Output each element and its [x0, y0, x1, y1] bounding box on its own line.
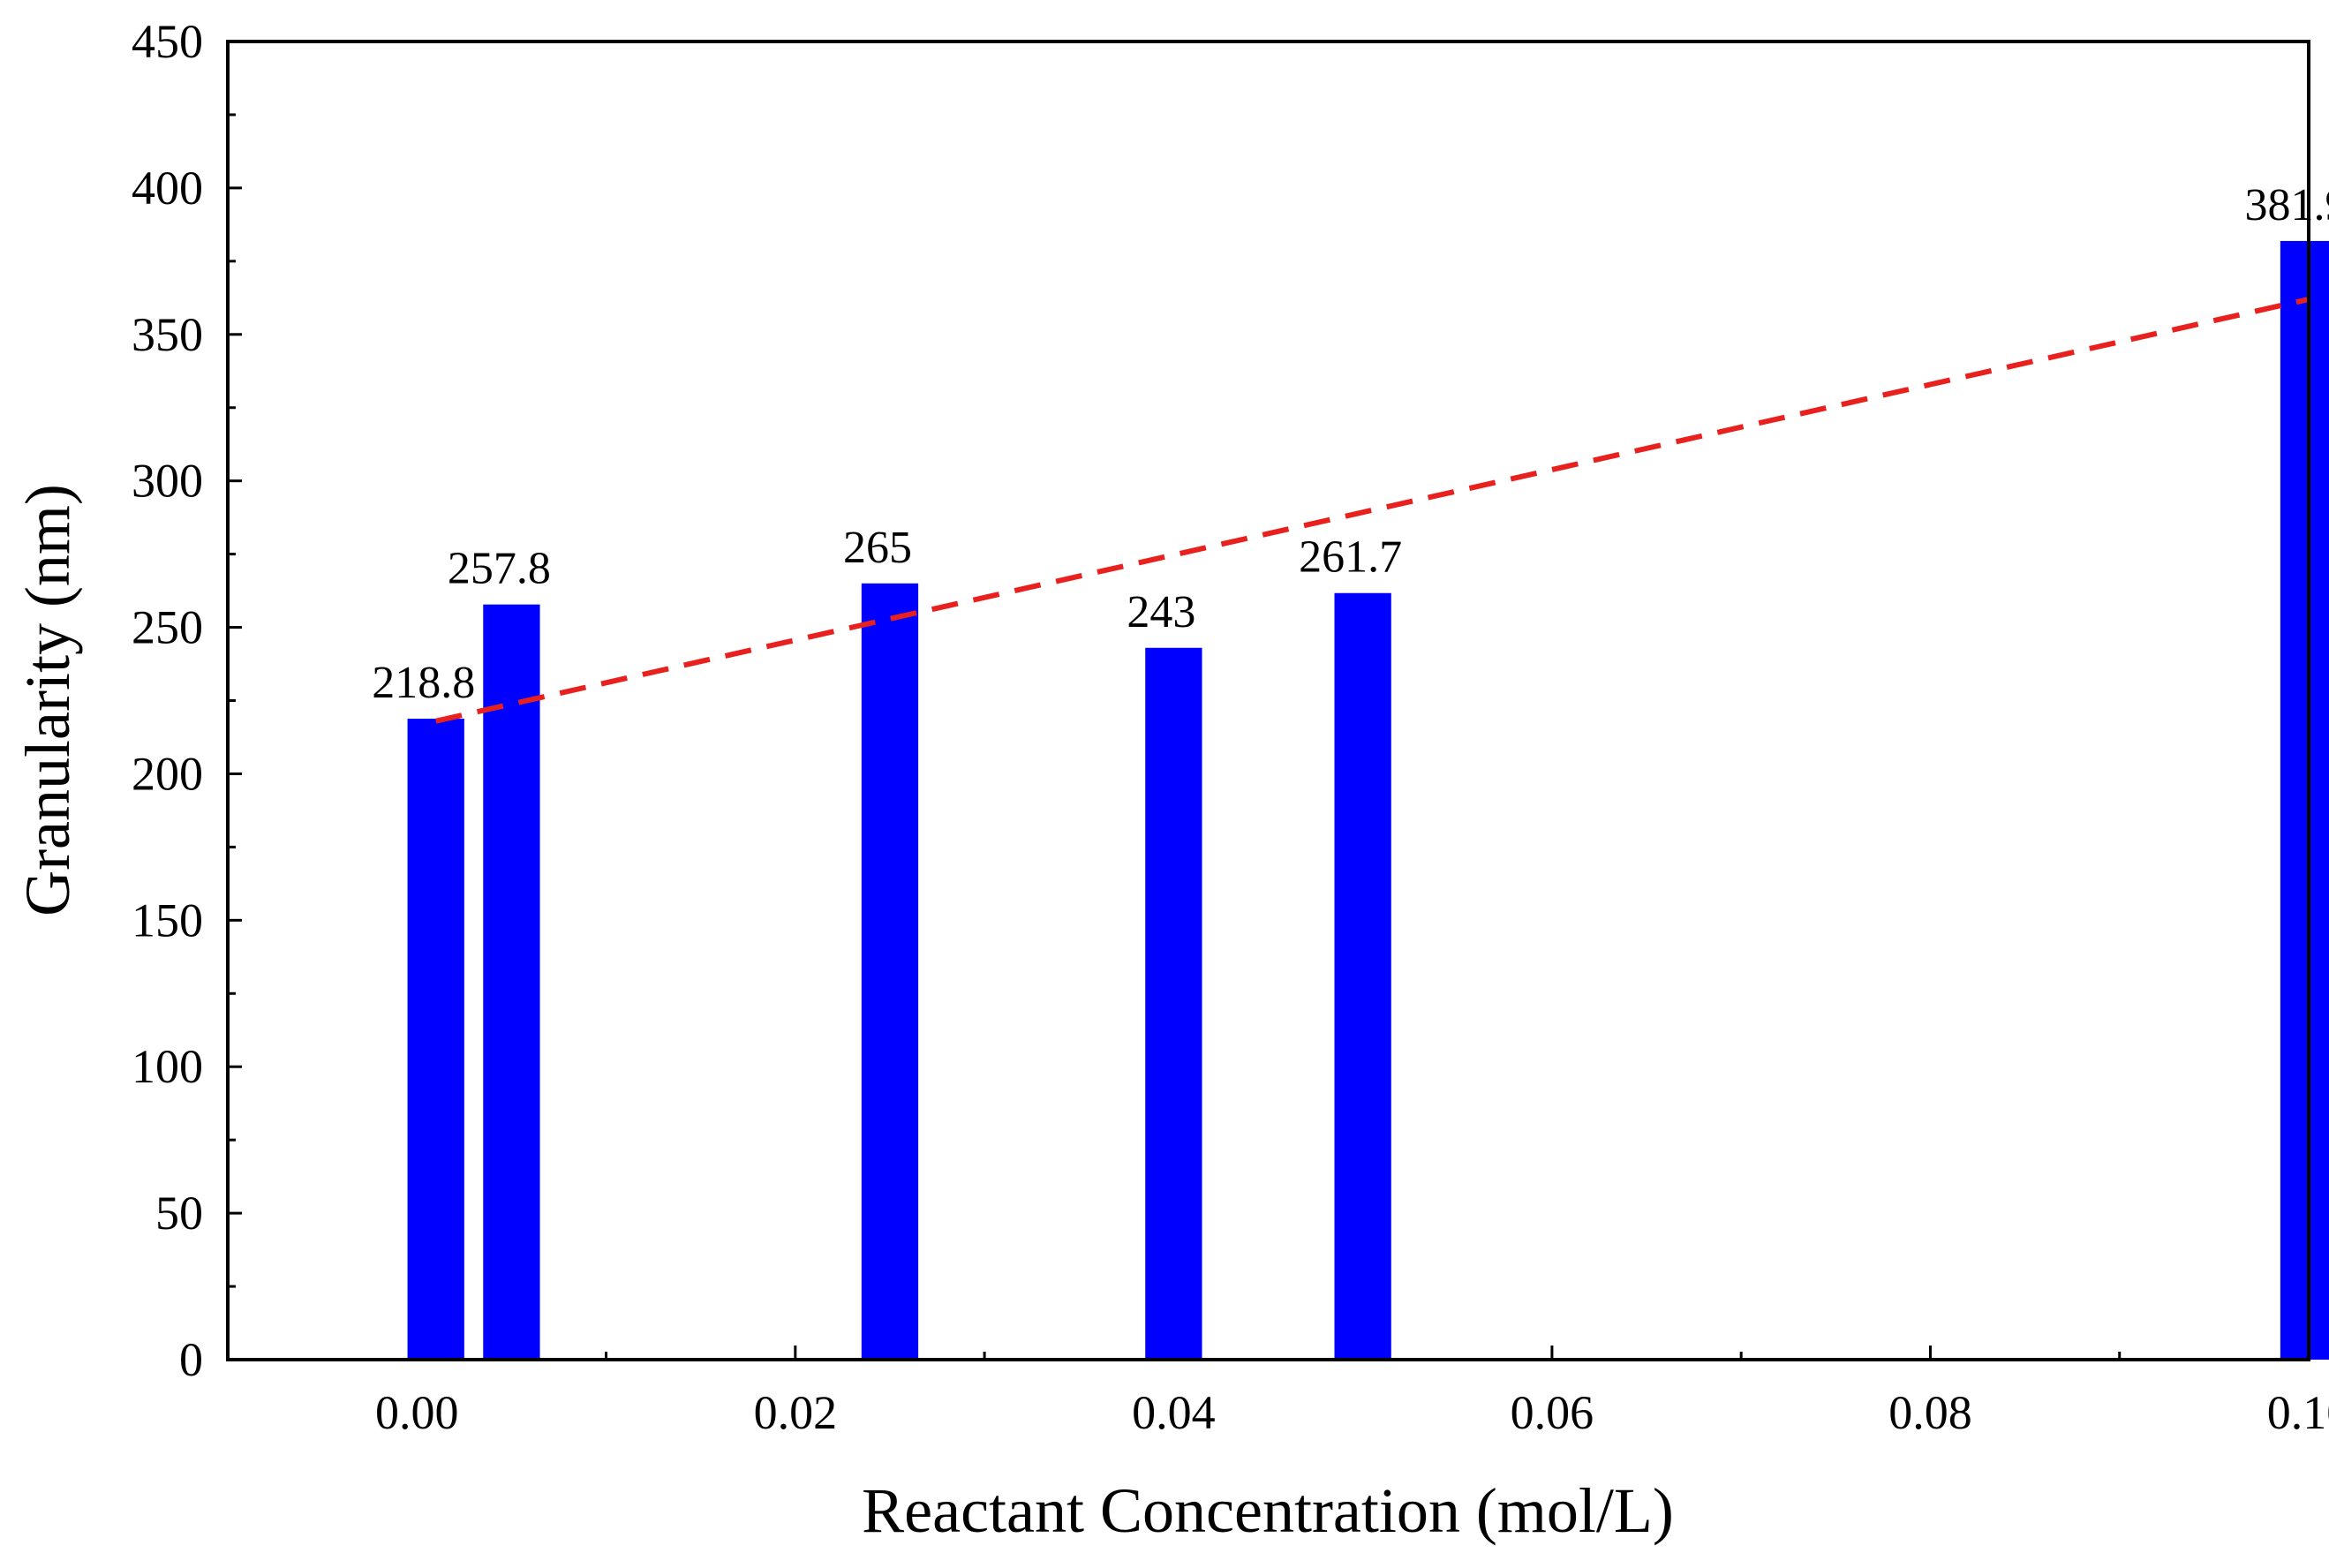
x-tick-label: 0.02 [754, 1386, 838, 1439]
bar-value-label: 257.8 [448, 544, 551, 594]
bar-value-label: 243 [1127, 587, 1195, 637]
y-tick-label: 150 [132, 893, 203, 946]
labels-layer: 218.8 257.8 265 243 261.7 381.9 [372, 180, 2329, 708]
x-tick-label: 0.04 [1132, 1386, 1216, 1439]
y-tick-label: 50 [155, 1187, 203, 1240]
y-tick-label: 250 [132, 601, 203, 654]
x-tick-label: 0.10 [2267, 1386, 2329, 1439]
bar [1145, 647, 1202, 1360]
bar [407, 719, 464, 1360]
x-axis-title: Reactant Concentration (mol/L) [862, 1475, 1674, 1546]
y-tick-label: 350 [132, 308, 203, 361]
x-tick-label: 0.06 [1511, 1386, 1594, 1439]
bar-value-label: 381.9 [2245, 180, 2329, 230]
y-axis-title: Granularity (nm) [12, 484, 83, 916]
y-tick-label: 400 [132, 162, 203, 215]
bars-layer [407, 240, 2329, 1360]
bar [861, 583, 919, 1360]
y-tick-label: 100 [132, 1040, 203, 1093]
y-tick-label: 0 [179, 1333, 203, 1386]
bar [1334, 592, 1391, 1360]
bar-value-label: 218.8 [372, 658, 475, 708]
x-tick-label: 0.00 [375, 1386, 459, 1439]
trend-line [435, 297, 2310, 724]
ticks-layer: 0 50 100 150 200 250 300 350 400 450 0.00 0.02 0.04 0… [132, 15, 2329, 1439]
y-tick-label: 300 [132, 455, 203, 508]
trend-layer [435, 297, 2310, 724]
bar [483, 604, 540, 1360]
bar-value-label: 265 [843, 523, 912, 573]
x-tick-label: 0.08 [1888, 1386, 1972, 1439]
bar [2280, 240, 2329, 1360]
y-tick-label: 450 [132, 15, 203, 68]
y-tick-label: 200 [132, 747, 203, 800]
plot-frame [226, 40, 2310, 1361]
bar-value-label: 261.7 [1299, 532, 1402, 583]
